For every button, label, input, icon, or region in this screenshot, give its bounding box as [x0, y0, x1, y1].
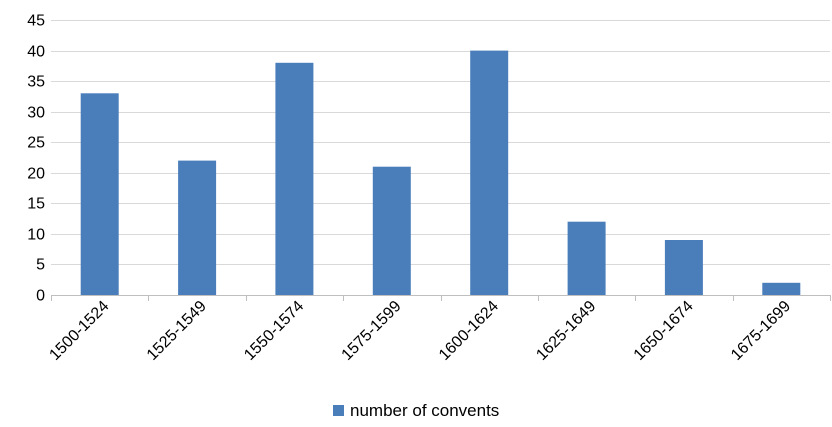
bar-1650-1674 — [664, 240, 703, 295]
x-tick-label: 1575-1599 — [339, 298, 405, 364]
x-tick-label: 1500-1524 — [46, 298, 112, 364]
bar-1600-1624 — [470, 50, 509, 295]
bar-1625-1649 — [567, 221, 606, 295]
x-tick-label: 1650-1674 — [631, 298, 697, 364]
x-tick-label: 1600-1624 — [436, 298, 502, 364]
y-tick-label: 20 — [27, 166, 45, 183]
bar-1550-1574 — [275, 62, 314, 295]
bar-1575-1599 — [372, 166, 411, 295]
x-tick-label: 1525-1549 — [144, 298, 210, 364]
x-tick-label: 1550-1574 — [241, 298, 307, 364]
bar-1675-1699 — [762, 282, 801, 295]
y-tick-label: 30 — [27, 105, 45, 122]
bars — [80, 50, 801, 295]
y-tick-label: 45 — [27, 13, 45, 30]
gridlines — [51, 20, 830, 265]
legend-label-number-of-convents: number of convents — [350, 401, 499, 420]
y-tick-label: 0 — [36, 288, 45, 305]
y-axis-ticks: 0 5 10 15 20 25 30 35 40 45 — [27, 13, 45, 305]
bar-1525-1549 — [178, 160, 217, 295]
legend-swatch-number-of-convents — [333, 405, 344, 416]
y-tick-label: 40 — [27, 44, 45, 61]
x-axis — [51, 295, 831, 301]
legend: number of convents — [333, 401, 499, 420]
y-tick-label: 15 — [27, 196, 45, 213]
x-axis-ticks: 1500-1524 1525-1549 1550-1574 1575-1599 1600… — [46, 298, 794, 364]
y-tick-label: 10 — [27, 227, 45, 244]
x-tick-label: 1625-1649 — [533, 298, 599, 364]
y-tick-label: 35 — [27, 74, 45, 91]
bar-1500-1524 — [80, 93, 119, 295]
y-tick-label: 5 — [36, 257, 45, 274]
x-tick-label: 1675-1699 — [728, 298, 794, 364]
y-tick-label: 25 — [27, 135, 45, 152]
